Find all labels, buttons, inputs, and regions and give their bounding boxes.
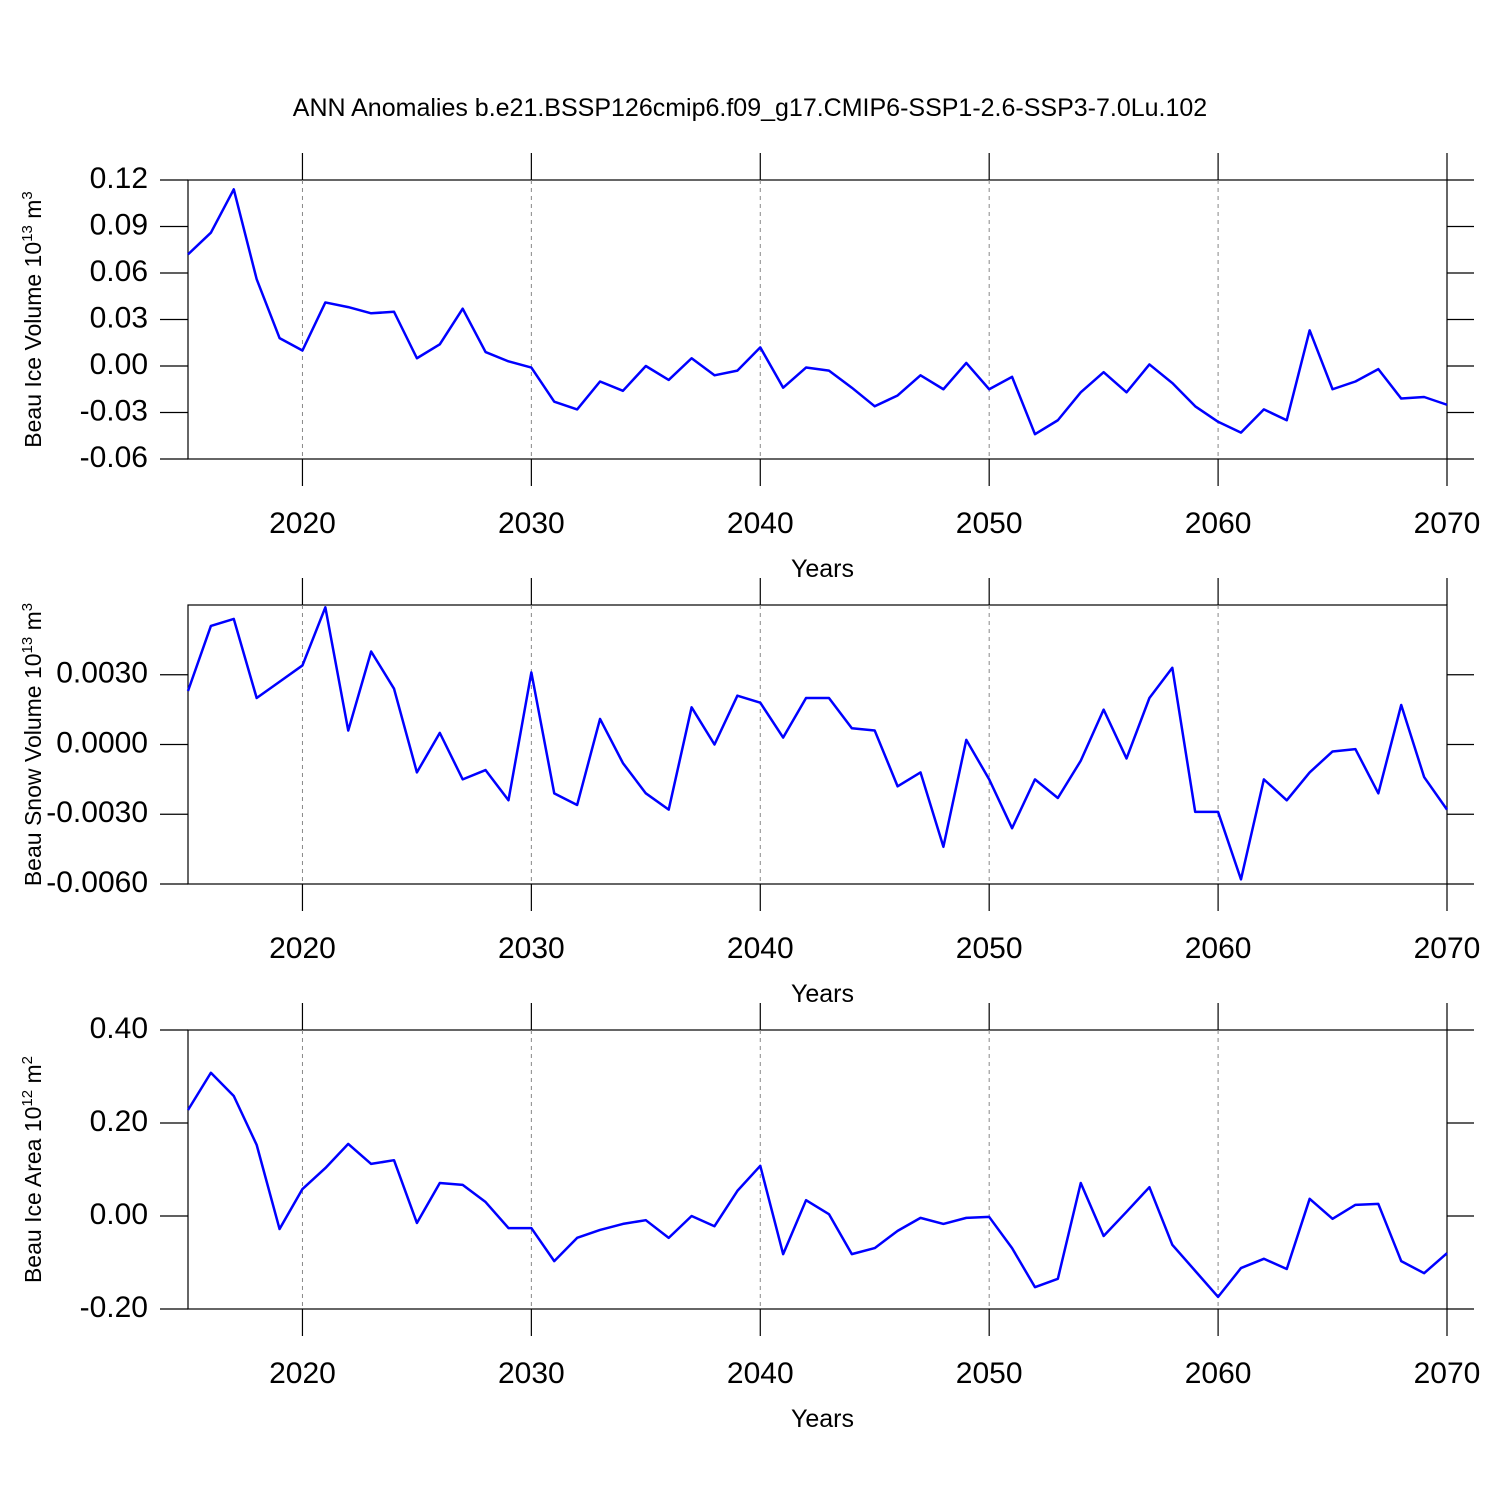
x-tick-label: 2070 [1414, 1357, 1481, 1390]
x-tick-label: 2020 [269, 932, 336, 965]
x-tick-label: 2050 [956, 507, 1023, 540]
x-tick-label: 2020 [269, 507, 336, 540]
plot-frame [187, 604, 1448, 885]
y-axis-label-part: 13 [19, 225, 36, 242]
y-axis-label: Beau Ice Area 1012 m2 [19, 1056, 46, 1283]
y-tick-label: 0.00 [90, 348, 148, 381]
x-axis-label: Years [791, 555, 854, 583]
y-axis-label-part: 12 [19, 1090, 36, 1107]
y-axis-label-part: m [20, 611, 46, 637]
y-tick-label: -0.03 [80, 394, 148, 427]
x-tick-label: 2040 [727, 1357, 794, 1390]
y-tick-label: 0.03 [90, 301, 148, 334]
plot-frame [187, 179, 1448, 460]
y-tick-label: 0.00 [90, 1198, 148, 1231]
x-axis-label: Years [791, 980, 854, 1008]
x-tick-label: 2070 [1414, 507, 1481, 540]
y-tick-label: 0.0030 [56, 657, 148, 690]
x-tick-label: 2030 [498, 1357, 565, 1390]
y-tick-label: -0.20 [80, 1291, 148, 1324]
y-tick-label: -0.06 [80, 441, 148, 474]
y-axis-label-part: m [20, 1064, 46, 1090]
x-tick-label: 2050 [956, 1357, 1023, 1390]
x-tick-label: 2070 [1414, 932, 1481, 965]
y-tick-label: 0.20 [90, 1105, 148, 1138]
x-tick-label: 2040 [727, 932, 794, 965]
x-tick-label: 2060 [1185, 1357, 1252, 1390]
y-tick-label: 0.40 [90, 1012, 148, 1045]
x-tick-label: 2020 [269, 1357, 336, 1390]
y-axis-label: Beau Ice Volume 1013 m3 [19, 191, 46, 447]
chart-title: ANN Anomalies b.e21.BSSP126cmip6.f09_g17… [293, 94, 1207, 122]
y-tick-label: -0.0030 [46, 796, 148, 829]
x-tick-label: 2050 [956, 932, 1023, 965]
y-axis-label-part: 13 [19, 637, 36, 654]
y-axis-label-part: Beau Ice Area 10 [20, 1107, 46, 1283]
y-tick-label: 0.09 [90, 208, 148, 241]
data-line [186, 606, 1449, 881]
y-axis-label-part: Beau Snow Volume 10 [20, 653, 46, 886]
x-tick-label: 2030 [498, 507, 565, 540]
data-line [186, 1071, 1448, 1299]
x-tick-label: 2060 [1185, 932, 1252, 965]
y-axis-label-part: 2 [19, 1056, 36, 1064]
y-tick-label: -0.0060 [46, 866, 148, 899]
y-tick-label: 0.06 [90, 255, 148, 288]
x-tick-label: 2030 [498, 932, 565, 965]
y-tick-label: 0.12 [90, 162, 148, 195]
data-line [187, 188, 1448, 436]
plot-frame [187, 1029, 1448, 1310]
y-axis-label: Beau Snow Volume 1013 m3 [19, 603, 46, 886]
x-tick-label: 2060 [1185, 507, 1252, 540]
y-axis-label-part: 3 [19, 603, 36, 611]
y-axis-label-part: Beau Ice Volume 10 [20, 242, 46, 448]
y-tick-label: 0.0000 [56, 726, 148, 759]
y-axis-label-part: m [20, 200, 46, 226]
x-tick-label: 2040 [727, 507, 794, 540]
y-axis-label-part: 3 [19, 191, 36, 199]
x-axis-label: Years [791, 1405, 854, 1433]
